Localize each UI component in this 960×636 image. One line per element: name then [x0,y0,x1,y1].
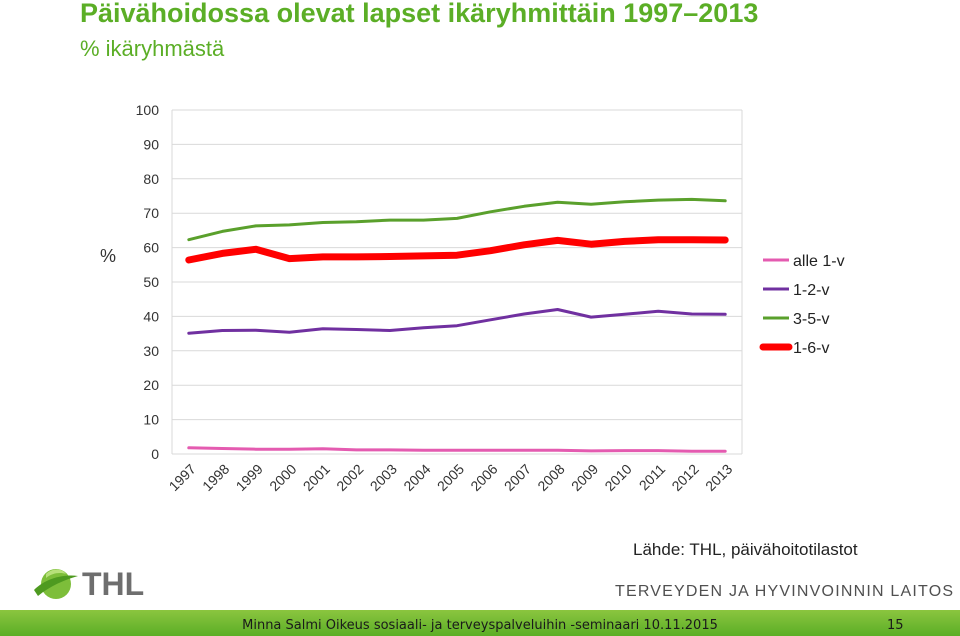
y-tick-label: 80 [143,171,159,187]
chart-gridlines [171,109,743,455]
page-subtitle: % ikäryhmästä [80,36,225,61]
x-tick-label: 2012 [668,461,701,494]
thl-logo: THL [34,566,144,602]
series-line [187,308,727,335]
series-line [187,446,727,453]
y-tick-label: 40 [143,308,159,324]
legend-label: 3-5-v [793,311,829,328]
x-tick-label: 2002 [333,461,366,494]
logo-text: THL [82,566,144,602]
legend-label: alle 1-v [793,253,845,270]
y-axis-label: % [100,246,116,266]
x-axis-tick-labels: 1997 1998 1999 2000 2001 2002 2003 2004 2005 2006… [166,461,736,494]
x-tick-label: 2013 [702,461,735,494]
x-tick-label: 2010 [601,461,634,494]
x-tick-label: 2006 [467,461,500,494]
y-tick-label: 70 [143,205,159,221]
logo-swoosh-icon [34,575,78,596]
x-tick-label: 2005 [434,461,467,494]
y-axis-tick-labels: 0 10 20 30 40 50 60 70 80 90 100 [136,102,160,462]
x-tick-label: 2001 [300,461,333,494]
y-tick-label: 0 [151,446,159,462]
chart-series [185,197,729,453]
x-tick-label: 2003 [367,461,400,494]
source-note: Lähde: THL, päivähoitotilastot [633,540,858,559]
y-tick-label: 30 [143,343,159,359]
footer-bar [0,610,960,636]
x-tick-label: 1998 [199,461,232,494]
legend-label: 1-6-v [793,340,829,357]
series-line [185,236,729,264]
y-tick-label: 60 [143,240,159,256]
y-tick-label: 100 [136,102,160,118]
x-tick-label: 2009 [568,461,601,494]
y-tick-label: 90 [143,136,159,152]
footer-text: Minna Salmi Oikeus sosiaali- ja terveysp… [242,618,718,633]
series-line [187,197,727,242]
y-tick-label: 20 [143,377,159,393]
page-number: 15 [887,618,904,633]
chart-legend: alle 1-v 1-2-v 3-5-v 1-6-v [759,253,845,357]
x-tick-label: 1997 [166,461,199,494]
x-tick-label: 2004 [400,461,433,494]
legend-label: 1-2-v [793,282,829,299]
organization-name: TERVEYDEN JA HYVINVOINNIN LAITOS [615,583,955,600]
x-tick-label: 1999 [233,461,266,494]
x-tick-label: 2000 [266,461,299,494]
y-tick-label: 50 [143,274,159,290]
y-tick-label: 10 [143,412,159,428]
x-tick-label: 2008 [534,461,567,494]
x-tick-label: 2007 [501,461,534,494]
x-tick-label: 2011 [636,461,669,494]
logo-highlight-icon [46,569,66,578]
page-title: Päivähoidossa olevat lapset ikäryhmittäi… [80,0,759,28]
